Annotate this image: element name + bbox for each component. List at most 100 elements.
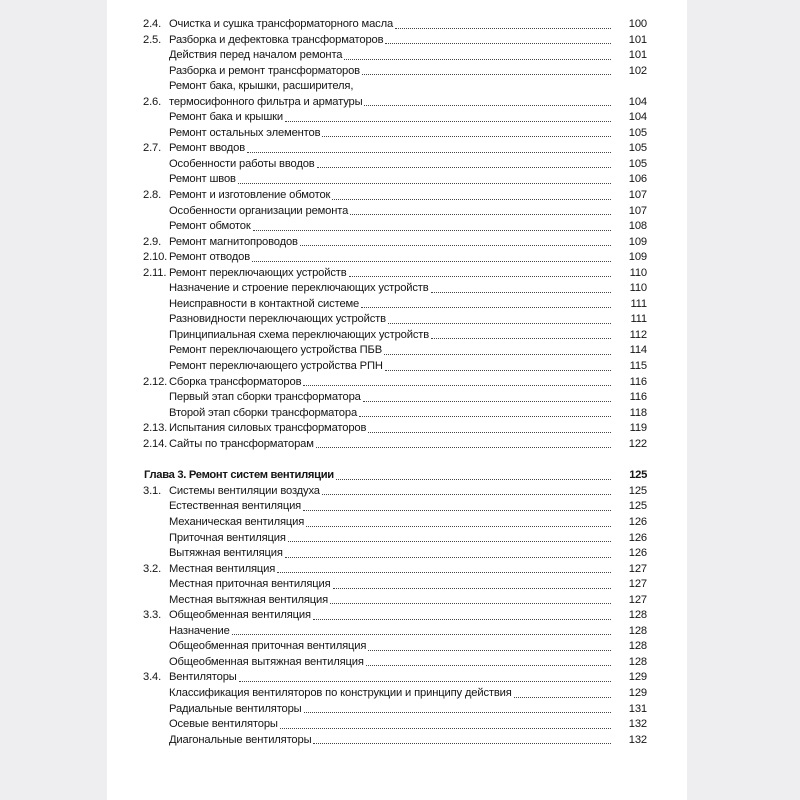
entry-title: Сайты по трансформаторам	[169, 437, 314, 450]
dot-leader	[513, 696, 611, 698]
toc-entry[interactable]: Местная приточная вентиляция 127	[107, 577, 687, 593]
entry-title: Особенности работы вводов	[169, 157, 315, 170]
toc-entry[interactable]: 3.3. Общеобменная вентиляция 128	[107, 608, 687, 624]
page-number: 125	[629, 469, 647, 482]
page-number: 106	[628, 173, 647, 186]
page-number: 109	[628, 235, 647, 248]
entry-title: Ремонт магнитопроводов	[169, 235, 298, 248]
page-number: 129	[628, 671, 647, 684]
dot-leader	[306, 525, 611, 527]
toc-entry[interactable]: Действия перед началом ремонта 101	[107, 48, 687, 64]
dot-leader	[238, 680, 611, 682]
toc-entry[interactable]: 2.5. Разборка и дефектовка трансформаторо…	[107, 33, 687, 49]
page-number: 102	[628, 64, 647, 77]
toc-entry[interactable]: Разновидности переключающих устройств 111	[107, 312, 687, 328]
toc-entry[interactable]: Ремонт переключающего устройства РПН 115	[107, 359, 687, 375]
entry-title: Разновидности переключающих устройств	[169, 313, 386, 326]
toc-entry[interactable]: 2.13. Испытания силовых трансформаторов 11…	[107, 421, 687, 437]
toc-entry[interactable]: 2.14. Сайты по трансформаторам 122	[107, 437, 687, 453]
dot-leader	[361, 74, 611, 76]
dot-leader	[312, 618, 611, 620]
toc-entry[interactable]: Второй этап сборки трансформатора 118	[107, 406, 687, 422]
toc-entry[interactable]: Ремонт переключающего устройства ПБВ 114	[107, 343, 687, 359]
toc-entry[interactable]: Радиальные вентиляторы 131	[107, 702, 687, 718]
page-number: 125	[628, 484, 647, 497]
page-number: 132	[628, 733, 647, 746]
toc-entry[interactable]: 2.6. Ремонт бака, крышки, расширителя, те…	[107, 79, 687, 110]
toc-entry[interactable]: 2.8. Ремонт и изготовление обмоток 107	[107, 188, 687, 204]
dot-leader	[362, 400, 611, 402]
toc-entry[interactable]: 3.1. Системы вентиляции воздуха 125	[107, 484, 687, 500]
toc-entry[interactable]: Первый этап сборки трансформатора 116	[107, 390, 687, 406]
toc-entry[interactable]: 2.4. Очистка и сушка трансформаторного ма…	[107, 17, 687, 33]
page-number: 119	[629, 422, 648, 435]
page-number: 127	[628, 578, 647, 591]
page-number: 110	[629, 266, 648, 279]
entry-title: Второй этап сборки трансформатора	[169, 406, 358, 419]
toc-entry[interactable]: Естественная вентиляция 125	[107, 499, 687, 515]
entry-title: Местная вентиляция	[169, 562, 276, 575]
entry-title: Особенности организации ремонта	[169, 204, 349, 217]
entry-title: Глава 3. Ремонт систем вентиляции	[144, 469, 334, 482]
toc-entry[interactable]: Механическая вентиляция 126	[107, 515, 687, 531]
page-number: 105	[628, 142, 647, 155]
toc-entry[interactable]: Диагональные вентиляторы 132	[107, 733, 687, 749]
section-number: 2.5.	[143, 33, 162, 46]
toc-entry[interactable]: Назначение и строение переключающих устр…	[107, 281, 687, 297]
toc-entry[interactable]: 2.12. Сборка трансформаторов 116	[107, 375, 687, 391]
dot-leader	[316, 167, 611, 169]
page-number: 105	[628, 126, 647, 139]
dot-leader	[231, 634, 611, 636]
toc-entry[interactable]: 2.11. Ремонт переключающих устройств 110	[107, 266, 687, 282]
toc-entry[interactable]: Особенности работы вводов 105	[107, 157, 687, 173]
page-number: 104	[628, 111, 647, 124]
page-number: 114	[629, 344, 648, 357]
toc-entry[interactable]: 3.4. Вентиляторы 129	[107, 670, 687, 686]
toc-entry[interactable]: Разборка и ремонт трансформаторов 102	[107, 64, 687, 80]
toc-entry[interactable]: 2.7. Ремонт вводов 105	[107, 141, 687, 157]
entry-title: Ремонт и изготовление обмоток	[169, 189, 331, 202]
toc-entry[interactable]: 3.2. Местная вентиляция 127	[107, 562, 687, 578]
entry-title: Общеобменная приточная вентиляция	[169, 640, 367, 653]
dot-leader	[322, 136, 611, 138]
toc-entry[interactable]: Неисправности в контактной системе 111	[107, 297, 687, 313]
section-number: 2.4.	[143, 18, 162, 30]
toc-entry[interactable]: 2.9. Ремонт магнитопроводов 109	[107, 235, 687, 251]
section-number: 2.13.	[143, 422, 168, 435]
toc-entry[interactable]: Осевые вентиляторы 132	[107, 717, 687, 733]
toc-entry[interactable]: Ремонт швов 106	[107, 172, 687, 188]
page-number: 107	[628, 189, 647, 202]
toc-entry[interactable]: 2.10. Ремонт отводов 109	[107, 250, 687, 266]
entry-title: Классификация вентиляторов по конструкци…	[169, 686, 512, 699]
toc-entry[interactable]: Местная вытяжная вентиляция 127	[107, 593, 687, 609]
dot-leader	[277, 572, 611, 574]
toc-entry[interactable]: Приточная вентиляция 126	[107, 531, 687, 547]
entry-title: Первый этап сборки трансформатора	[169, 391, 361, 404]
toc-entry[interactable]: Общеобменная вытяжная вентиляция 128	[107, 655, 687, 671]
toc-chapter-entry[interactable]: Глава 3. Ремонт систем вентиляции 125	[107, 468, 687, 484]
toc-entry[interactable]: Особенности организации ремонта 107	[107, 204, 687, 220]
dot-leader	[431, 338, 611, 340]
section-number: 3.1.	[143, 484, 162, 497]
toc-entry[interactable]: Классификация вентиляторов по конструкци…	[107, 686, 687, 702]
dot-leader	[315, 447, 611, 449]
dot-leader	[332, 198, 611, 200]
entry-title: Ремонт переключающего устройства РПН	[169, 360, 383, 373]
toc-entry[interactable]: Назначение 128	[107, 624, 687, 640]
toc-entry[interactable]: Вытяжная вентиляция 126	[107, 546, 687, 562]
section-number: 3.2.	[143, 562, 162, 575]
dot-leader	[303, 712, 611, 714]
page-number: 131	[628, 702, 647, 715]
dot-leader	[350, 214, 611, 216]
toc-entry[interactable]: Ремонт остальных элементов 105	[107, 126, 687, 142]
entry-title: Ремонт швов	[169, 173, 236, 186]
toc-entry[interactable]: Принципиальная схема переключающих устро…	[107, 328, 687, 344]
toc-entry[interactable]: Ремонт бака и крышки 104	[107, 110, 687, 126]
page-number: 104	[628, 95, 647, 108]
entry-title: Ремонт переключающих устройств	[169, 266, 347, 279]
toc-entry[interactable]: Ремонт обмоток 108	[107, 219, 687, 235]
dot-leader	[335, 478, 611, 480]
toc-entry[interactable]: Общеобменная приточная вентиляция 128	[107, 639, 687, 655]
section-number: 2.10.	[143, 251, 168, 264]
section-number: 2.9.	[143, 235, 162, 248]
